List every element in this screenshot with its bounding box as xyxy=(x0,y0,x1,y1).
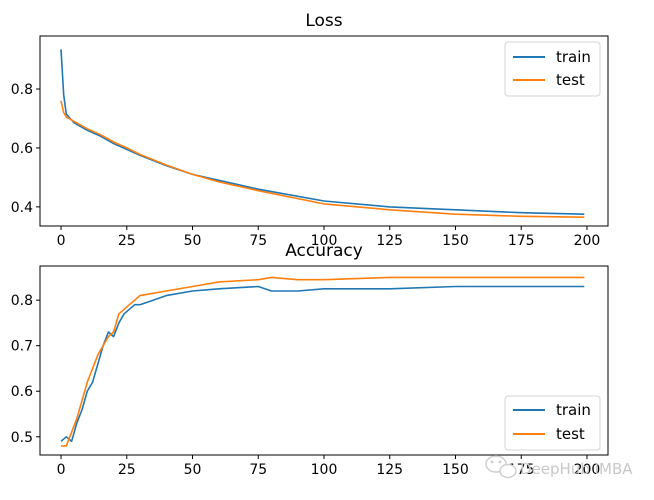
accuracy-x-tick-label: 150 xyxy=(442,462,469,478)
accuracy-y-tick-label: 0.7 xyxy=(11,339,33,355)
loss-x-tick-label: 200 xyxy=(574,233,601,249)
accuracy-series-test-line xyxy=(61,276,585,447)
accuracy-x-tick-label: 125 xyxy=(376,462,403,478)
accuracy-x-tick-label: 0 xyxy=(57,462,66,478)
accuracy-legend: train test xyxy=(504,395,601,451)
loss-legend-train-label: train xyxy=(556,48,591,66)
accuracy-chart-title: Accuracy xyxy=(285,241,363,261)
accuracy-x-tick-label: 25 xyxy=(118,462,136,478)
loss-x-tick-label: 150 xyxy=(442,233,469,249)
watermark-text: DeepHub IMBA xyxy=(520,460,633,478)
accuracy-chart: Accuracy 0 25 50 75 100 125 150 175 2000.50.60.7… xyxy=(11,241,609,478)
loss-chart: Loss 0 25 50 75 100 125 150 175 200 0.4 0.6 0.8 tra… xyxy=(11,11,609,249)
loss-x-tick-label: 25 xyxy=(118,233,136,249)
loss-y-tick-label: 0.6 xyxy=(11,141,33,157)
accuracy-x-tick-label: 50 xyxy=(184,462,202,478)
loss-legend: train test xyxy=(504,41,601,97)
loss-x-tick-label: 50 xyxy=(184,233,202,249)
accuracy-series-train-line xyxy=(60,285,585,443)
accuracy-y-tick-label: 0.5 xyxy=(11,430,33,446)
accuracy-legend-test-label: test xyxy=(556,425,585,443)
loss-x-tick-label: 100 xyxy=(311,233,338,249)
loss-x-tick-label: 125 xyxy=(376,233,403,249)
wechat-bubble-icon xyxy=(485,455,517,479)
loss-x-tick-label: 0 xyxy=(57,233,66,249)
accuracy-x-tick-label: 100 xyxy=(311,462,338,478)
loss-x-tick-label: 75 xyxy=(249,233,267,249)
accuracy-legend-train-label: train xyxy=(556,401,591,419)
accuracy-x-tick-label: 200 xyxy=(574,462,601,478)
watermark: DeepHub IMBA xyxy=(485,455,633,479)
accuracy-x-tick-label: 75 xyxy=(249,462,267,478)
accuracy-series-layer xyxy=(60,276,585,447)
loss-y-tick-label: 0.8 xyxy=(11,82,33,98)
loss-series-test-line xyxy=(60,100,585,218)
loss-y-tick-label: 0.4 xyxy=(11,200,33,216)
loss-x-tick-label: 175 xyxy=(508,233,535,249)
loss-legend-box xyxy=(504,41,601,97)
loss-legend-test-label: test xyxy=(556,71,585,89)
accuracy-y-tick-label: 0.6 xyxy=(11,384,33,400)
loss-chart-title: Loss xyxy=(305,11,342,31)
loss-axes: 0 25 50 75 100 125 150 175 200 0.4 0.6 0.8 xyxy=(11,35,609,249)
loss-series-layer xyxy=(60,49,585,218)
accuracy-y-tick-label: 0.8 xyxy=(11,293,33,309)
